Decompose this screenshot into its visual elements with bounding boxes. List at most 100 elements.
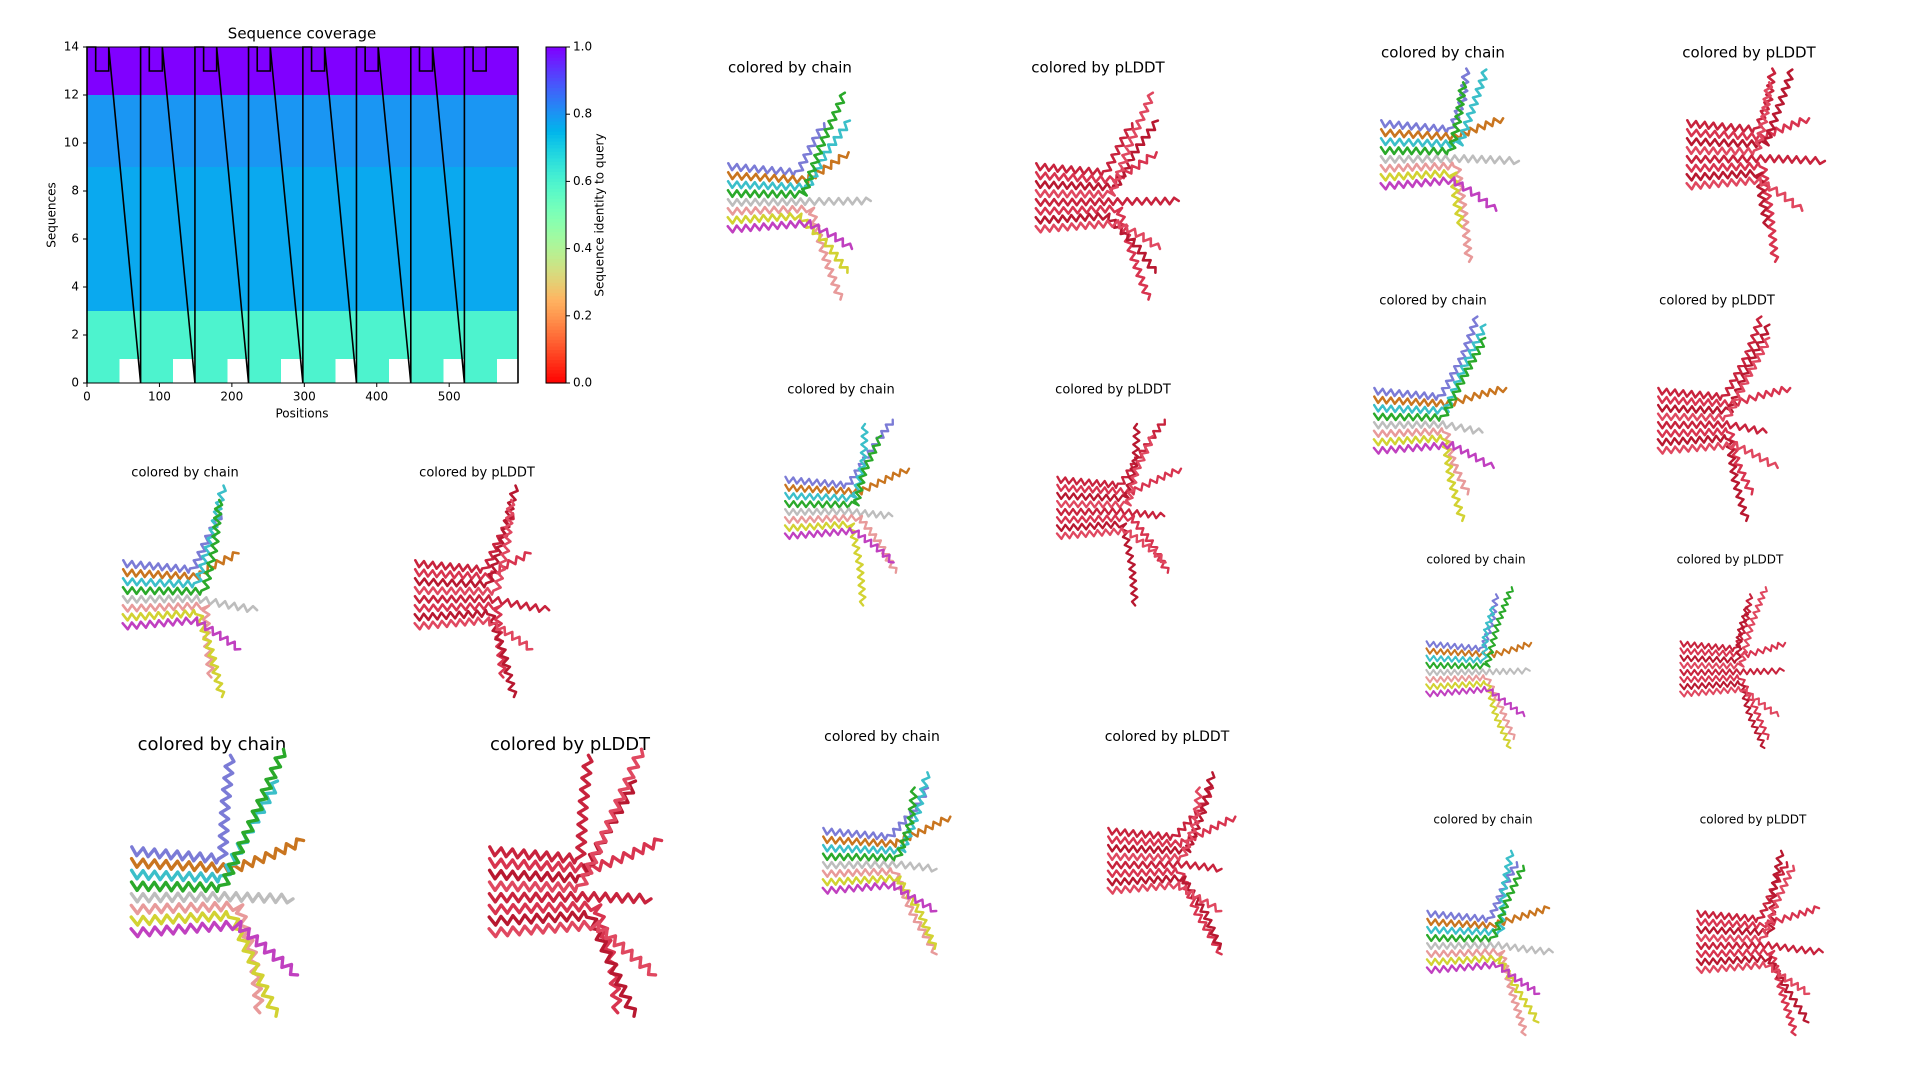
structure [487, 747, 664, 1018]
helix [1696, 849, 1785, 937]
helix [1695, 947, 1797, 1037]
helix [821, 860, 938, 873]
colorbar-swatch [546, 67, 566, 72]
helix [488, 753, 594, 865]
colorbar-swatch [546, 356, 566, 361]
structure [1685, 67, 1827, 264]
helix [1425, 680, 1512, 750]
colorbar-swatch [546, 221, 566, 226]
helix [1379, 169, 1465, 228]
helix [1372, 434, 1466, 523]
colorbar-swatch [546, 70, 566, 75]
helix [1425, 954, 1540, 1024]
helix [1426, 861, 1519, 923]
helix [1379, 161, 1474, 264]
helix [726, 212, 849, 274]
helix [726, 219, 854, 251]
helix [1056, 467, 1183, 496]
colorbar-swatch [546, 245, 566, 250]
colorbar-swatch [546, 238, 566, 243]
helix [1425, 593, 1500, 653]
helix [413, 484, 519, 589]
helix [130, 753, 236, 865]
heatmap-cell [194, 359, 228, 383]
colorbar-swatch [546, 369, 566, 374]
colorbar-swatch [546, 208, 566, 213]
colorbar-swatch [546, 312, 566, 317]
helix [1056, 434, 1155, 509]
helix [1425, 674, 1516, 741]
colorbar-swatch [546, 188, 566, 193]
structure [1034, 91, 1181, 301]
colorbar-swatch [546, 235, 566, 240]
chart-title: Sequence coverage [228, 25, 376, 43]
helix [784, 434, 883, 509]
colorbar-tick-label: 0.0 [573, 376, 592, 390]
colorbar-swatch [546, 285, 566, 290]
colorbar-swatch [546, 161, 566, 166]
heatmap-cell [464, 359, 497, 383]
helix [1034, 91, 1155, 199]
helix [1372, 440, 1495, 470]
colorbar-swatch [546, 57, 566, 62]
helix [726, 91, 847, 199]
helix [821, 874, 938, 951]
panel-title: colored by pLDDT [1677, 553, 1784, 567]
structure [129, 747, 306, 1018]
colorbar-swatch [546, 376, 566, 381]
plot-frame [86, 46, 519, 384]
helix [783, 526, 895, 564]
colorbar-swatch [546, 97, 566, 102]
structure [1379, 67, 1521, 264]
helix [1696, 905, 1821, 930]
helix [487, 890, 653, 905]
helix [1106, 771, 1216, 855]
helix [1372, 427, 1470, 496]
helix [1034, 204, 1152, 301]
helix [1035, 122, 1134, 177]
helix [413, 616, 534, 651]
colorbar-swatch [546, 215, 566, 219]
colorbar-swatch [546, 248, 566, 253]
panel-title: colored by chain [1381, 44, 1505, 62]
colorbar-swatch [546, 272, 566, 277]
colorbar-swatch [546, 319, 566, 324]
helix [129, 909, 280, 1018]
panel-title: colored by chain [728, 59, 852, 77]
colorbar-swatch [546, 194, 566, 199]
helix [1425, 667, 1531, 677]
helix [1425, 641, 1533, 659]
colorbar-swatch [546, 379, 566, 384]
colorbar-swatch [546, 349, 566, 354]
helix [1657, 315, 1763, 401]
colorbar-swatch [546, 342, 566, 347]
helix [1679, 667, 1785, 677]
colorbar-tick-label: 0.4 [573, 241, 592, 255]
colorbar-swatch [546, 60, 566, 65]
structure [121, 484, 259, 699]
helix [1679, 680, 1766, 750]
x-tick-label: 400 [365, 390, 388, 404]
colorbar-swatch [546, 144, 566, 149]
helix [1425, 586, 1514, 670]
helix [1107, 815, 1237, 848]
structure [821, 771, 952, 956]
helix [413, 608, 518, 699]
helix [1056, 507, 1166, 520]
colorbar-swatch [546, 124, 566, 129]
colorbar-swatch [546, 157, 566, 162]
heatmap-cell [410, 359, 444, 383]
helix [1056, 418, 1166, 489]
colorbar-swatch [546, 329, 566, 334]
helix [726, 196, 873, 207]
helix [1696, 861, 1789, 923]
y-tick-label: 6 [71, 232, 79, 246]
colorbar-swatch [546, 201, 566, 206]
colorbar-swatch [546, 288, 566, 293]
colorbar-swatch [546, 332, 566, 337]
helix [1372, 420, 1484, 435]
colorbar-swatch [546, 299, 566, 303]
y-axis-label: Sequences [45, 182, 59, 247]
colorbar-swatch [546, 241, 566, 246]
